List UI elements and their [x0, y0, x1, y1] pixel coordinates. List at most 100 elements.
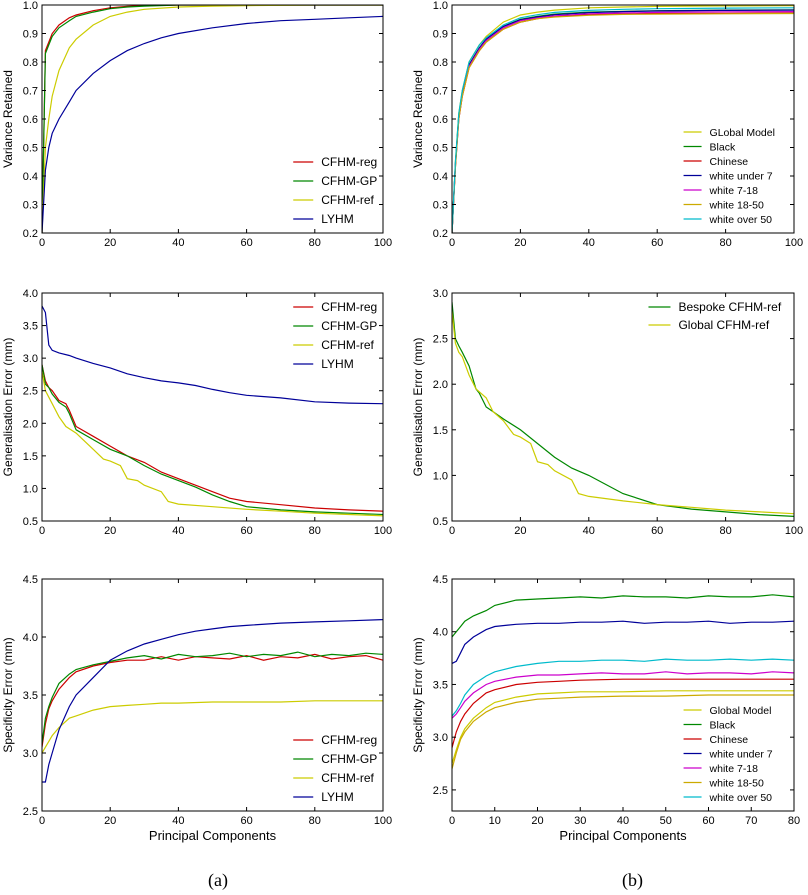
y-tick-label-a2-3: 2.0: [23, 418, 38, 430]
y-tick-label-b1-1: 0.3: [433, 200, 448, 212]
legend-label-a1-2: CFHM-ref: [321, 193, 374, 207]
legend-a2: CFHM-reg CFHM-GP CFHM-ref LYHM: [293, 300, 377, 371]
y-tick-label-a1-6: 0.8: [23, 57, 38, 69]
series-line-b2-0: [452, 302, 794, 517]
x-axis-label-b3: Principal Components: [559, 828, 687, 843]
legend-label-b2-1: Global CFHM-ref: [678, 318, 769, 332]
series-line-a3-0: [42, 653, 383, 748]
y-tick-label-a3-0: 2.5: [23, 806, 38, 818]
y-tick-label-a1-2: 0.4: [23, 171, 38, 183]
y-tick-label-b3-1: 3.0: [433, 732, 448, 744]
chart-a1: 0 20 40 60 80 100 0.2 0.3 0.4 0.5 0.6 0.7 0.8 0.9 1.0 V…: [1, 0, 392, 249]
x-tick-label-b2-2: 40: [583, 525, 595, 537]
legend-label-b1-0: GLobal Model: [710, 127, 775, 139]
legend-a1: CFHM-reg CFHM-GP CFHM-ref LYHM: [293, 155, 377, 226]
y-tick-label-b3-3: 4.0: [433, 627, 448, 639]
series-line-a2-1: [42, 364, 383, 516]
y-tick-label-b1-5: 0.7: [433, 86, 448, 98]
series-line-a2-3: [42, 305, 383, 405]
y-tick-label-b2-3: 2.0: [433, 379, 448, 391]
x-tick-label-a2-2: 40: [172, 525, 184, 537]
legend-label-b3-6: white over 50: [709, 792, 773, 804]
x-tick-label-b1-4: 80: [719, 237, 731, 249]
x-tick-label-b3-2: 20: [531, 815, 543, 827]
x-tick-label-b3-8: 80: [788, 815, 800, 827]
axes-frame-b2: [451, 292, 795, 522]
y-tick-label-a2-4: 2.5: [23, 386, 38, 398]
y-tick-label-b1-8: 1.0: [433, 0, 448, 12]
legend-label-b3-2: Chinese: [710, 734, 749, 746]
y-tick-label-b1-6: 0.8: [433, 57, 448, 69]
chart-b1: 0 20 40 60 80 100 0.2 0.3 0.4 0.5 0.6 0.7 0.8 0.9 1.0 V…: [411, 0, 803, 249]
series-line-b1-6: [452, 7, 794, 233]
series-line-b3-1: [452, 594, 794, 638]
series-line-a3-3: [42, 619, 383, 783]
legend-label-a3-2: CFHM-ref: [321, 771, 374, 785]
series-line-a1-3: [42, 15, 383, 233]
y-tick-label-b3-4: 4.5: [433, 574, 448, 586]
axes-frame-a2: [41, 292, 384, 522]
legend-label-a2-1: CFHM-GP: [321, 319, 377, 333]
y-tick-label-b2-1: 1.0: [433, 470, 448, 482]
x-tick-label-b3-3: 30: [574, 815, 586, 827]
x-tick-label-b1-3: 60: [651, 237, 663, 249]
y-tick-label-b1-0: 0.2: [433, 228, 448, 240]
legend-b2: Bespoke CFHM-ref Global CFHM-ref: [648, 300, 782, 332]
legend-label-b1-2: Chinese: [710, 156, 749, 168]
series-line-b3-5: [452, 694, 794, 769]
y-tick-label-a1-5: 0.7: [23, 86, 38, 98]
x-tick-label-b2-1: 20: [514, 525, 526, 537]
x-tick-label-a2-3: 60: [240, 525, 252, 537]
legend-label-a2-2: CFHM-ref: [321, 338, 374, 352]
y-tick-label-b2-0: 0.5: [433, 516, 448, 528]
y-tick-label-a2-1: 1.0: [23, 483, 38, 495]
y-tick-label-a1-3: 0.5: [23, 143, 38, 155]
series-line-b3-3: [452, 620, 794, 664]
x-tick-label-b2-4: 80: [719, 525, 731, 537]
x-tick-label-a3-1: 20: [104, 815, 116, 827]
series-line-a1-1: [42, 5, 383, 233]
y-tick-label-a3-3: 4.0: [23, 632, 38, 644]
y-axis-label-a1: Variance Retained: [1, 70, 15, 168]
legend-label-b1-4: white 7-18: [709, 185, 759, 197]
x-tick-label-a1-5: 100: [374, 237, 392, 249]
x-tick-label-b3-7: 70: [745, 815, 757, 827]
legend-b1: GLobal Model Black Chinese white under 7 whi…: [683, 127, 775, 226]
x-axis-label-a3: Principal Components: [149, 828, 277, 843]
legend-label-b3-3: white under 7: [709, 749, 773, 761]
x-tick-label-b3-0: 0: [449, 815, 455, 827]
x-tick-label-a1-0: 0: [39, 237, 45, 249]
x-tick-label-b1-0: 0: [449, 237, 455, 249]
y-axis-label-a3: Specificity Error (mm): [1, 637, 15, 752]
y-tick-label-a2-7: 4.0: [23, 288, 38, 300]
y-tick-label-b2-2: 1.5: [433, 425, 448, 437]
legend-label-a1-3: LYHM: [321, 212, 353, 226]
y-tick-label-b3-2: 3.5: [433, 679, 448, 691]
y-tick-label-a2-6: 3.5: [23, 321, 38, 333]
series-line-a1-2: [42, 5, 383, 233]
x-tick-label-a3-5: 100: [374, 815, 392, 827]
x-tick-label-b1-2: 40: [583, 237, 595, 249]
legend-label-a3-3: LYHM: [321, 790, 353, 804]
x-tick-label-a2-0: 0: [39, 525, 45, 537]
x-tick-label-b3-5: 50: [660, 815, 672, 827]
legend-label-a2-3: LYHM: [321, 357, 353, 371]
y-tick-label-a3-1: 3.0: [23, 748, 38, 760]
series-line-a3-1: [42, 651, 383, 744]
legend-label-b1-1: Black: [710, 142, 736, 154]
legend-b3: Global Model Black Chinese white under 7 whi…: [683, 705, 773, 804]
chart-b2: 0 20 40 60 80 100 0.5 1.0 1.5 2.0 2.5 3.0 Generalisa…: [411, 288, 803, 537]
series-line-b3-6: [452, 658, 794, 717]
x-tick-label-b1-1: 20: [514, 237, 526, 249]
legend-label-b3-1: Black: [710, 720, 736, 732]
x-tick-label-a3-4: 80: [309, 815, 321, 827]
x-tick-label-a2-5: 100: [374, 525, 392, 537]
y-tick-label-a1-7: 0.9: [23, 29, 38, 41]
legend-a3: CFHM-reg CFHM-GP CFHM-ref LYHM: [293, 733, 377, 804]
y-tick-label-b1-4: 0.6: [433, 114, 448, 126]
caption-a: (a): [208, 870, 228, 890]
x-tick-label-b1-5: 100: [785, 237, 803, 249]
y-tick-label-a3-4: 4.5: [23, 574, 38, 586]
series-line-a3-2: [42, 700, 383, 754]
